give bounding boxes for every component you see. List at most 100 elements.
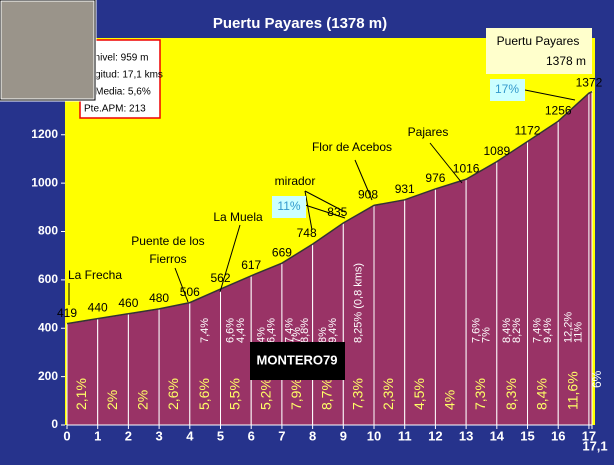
chart-title: Puertu Payares (1378 m) xyxy=(213,15,387,32)
place-label: Pajares xyxy=(408,125,449,139)
photo xyxy=(0,0,97,102)
photo-border xyxy=(0,0,96,101)
x-tick-label: 5 xyxy=(217,428,224,443)
max-box xyxy=(490,79,525,101)
segment-note: 8% xyxy=(317,327,329,343)
segment xyxy=(434,178,467,426)
segment-note: 7,4% xyxy=(199,318,211,343)
y-tick-label: 0 xyxy=(51,417,58,431)
x-tick-label: 1 xyxy=(94,428,101,443)
x-tick-label: 7 xyxy=(278,428,285,443)
x-tick-label: 10 xyxy=(367,428,381,443)
x-tick-label: 3 xyxy=(155,428,162,443)
gradient-label: 8,4% xyxy=(534,378,550,410)
segment-note: 7,6% xyxy=(470,318,482,343)
segment-note: 12,2% xyxy=(562,312,574,343)
y-tick-label: 1000 xyxy=(31,175,58,189)
x-tick-label: 2 xyxy=(125,428,132,443)
segment-note: 6,6% xyxy=(225,318,237,343)
elevation-label: 1089 xyxy=(483,144,510,158)
elevation-label: 440 xyxy=(88,301,108,315)
leaders xyxy=(68,89,576,305)
segment-note: 8,2% xyxy=(511,318,523,343)
gradient-label: 11,6% xyxy=(564,371,580,410)
gradient-label: 2% xyxy=(134,390,150,410)
gradient-label: 6% xyxy=(590,370,604,388)
annotations: esnivel: 959 m ongitud: 17,1 kms te.Medi… xyxy=(0,0,592,380)
gradient-label: 8,3% xyxy=(503,378,519,410)
gradient-label: 5,6% xyxy=(196,378,212,410)
elevation-label: 931 xyxy=(395,182,415,196)
place-label: La Frecha xyxy=(68,268,122,282)
summit-box xyxy=(486,28,592,74)
watermark: MONTERO79 xyxy=(257,352,338,367)
elevation-label: 506 xyxy=(180,285,200,299)
segment-note: 9,4% xyxy=(542,318,554,343)
segment-note: 4% xyxy=(255,327,267,343)
elevation-label: 748 xyxy=(297,226,317,240)
info: te.Media: 5,6% xyxy=(84,87,151,98)
x-tick-label: 17 xyxy=(582,428,596,443)
elevation-label: 460 xyxy=(118,296,138,310)
elevation-label: 419 xyxy=(57,306,77,320)
info: esnivel: 959 m xyxy=(84,53,148,64)
gradient-label: 7,3% xyxy=(472,378,488,410)
summit-label: 1378 m xyxy=(546,54,586,68)
y-tick-label: 600 xyxy=(38,272,58,286)
elevation-label: 1256 xyxy=(545,103,572,117)
x-tick-label: 0 xyxy=(63,428,70,443)
gradient-label: 4% xyxy=(441,390,457,410)
place-label: Fierros xyxy=(149,252,186,266)
gradient-label: 8,7% xyxy=(319,378,335,410)
y-tick-label: 400 xyxy=(38,320,58,334)
gradient-label: 4,5% xyxy=(411,378,427,410)
segment-note: 7% xyxy=(480,327,492,343)
gradient-label: 5,5% xyxy=(227,378,243,410)
x-tick-label: 11 xyxy=(398,428,412,443)
x-tick-label: 13 xyxy=(459,428,473,443)
gradient-label: 2,3% xyxy=(380,378,396,410)
x-tick-label: 9 xyxy=(340,428,347,443)
place-label: mirador xyxy=(275,174,316,188)
watermark-box xyxy=(250,342,345,380)
max-gradient: 11% xyxy=(277,199,300,213)
segment-note: 7,4% xyxy=(283,318,295,343)
x-tick-label: 12 xyxy=(428,428,442,443)
x-tick-label: 17,1 xyxy=(582,438,607,453)
segment-note: 9,4% xyxy=(327,318,339,343)
segment-note: 8,8% xyxy=(299,318,311,343)
gradient-label: 5,2% xyxy=(257,378,273,410)
elevation-label: 908 xyxy=(358,188,378,202)
segment-note: 7% xyxy=(291,327,303,343)
segment-note: 11% xyxy=(573,322,585,343)
x-tick-label: 14 xyxy=(490,428,505,443)
elevation-label: 562 xyxy=(210,271,230,285)
info: Pte.APM: 213 xyxy=(84,104,146,115)
gradient-label: 7,9% xyxy=(288,378,304,410)
segment-note: 4,4% xyxy=(235,318,247,343)
y-tick-label: 800 xyxy=(38,224,58,238)
x-tick-label: 15 xyxy=(520,428,534,443)
info: ongitud: 17,1 kms xyxy=(84,70,163,81)
place-label: Flor de Acebos xyxy=(312,140,392,154)
x-tick-label: 4 xyxy=(186,428,194,443)
place-label: Puente de los xyxy=(131,234,204,248)
segment-note: 8,4% xyxy=(501,318,513,343)
gradient-label: 2,1% xyxy=(73,378,89,410)
elevation-label: 669 xyxy=(272,245,292,259)
place-label: La Muela xyxy=(213,210,263,224)
max-gradient: 17% xyxy=(495,82,519,96)
elevation-label: 480 xyxy=(149,291,169,305)
segment-note: 6,4% xyxy=(266,318,278,343)
profile-line xyxy=(66,91,593,325)
gradient-label: 7,3% xyxy=(349,378,365,410)
x-tick-label: 6 xyxy=(248,428,255,443)
gradient-label: 2,6% xyxy=(165,378,181,410)
segment-note: 8,25% (0,8 kms) xyxy=(353,263,365,343)
summit-label: Puertu Payares xyxy=(497,34,580,48)
y-tick-label: 200 xyxy=(38,369,58,383)
max-box xyxy=(272,196,306,218)
elevation-label: 976 xyxy=(425,171,445,185)
